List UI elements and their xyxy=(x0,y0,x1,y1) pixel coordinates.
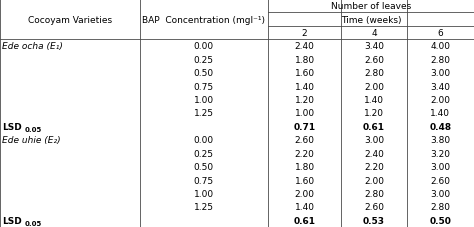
Text: 0.25: 0.25 xyxy=(194,56,214,64)
Text: 1.60: 1.60 xyxy=(294,176,315,185)
Text: 1.25: 1.25 xyxy=(194,109,214,118)
Text: 3.40: 3.40 xyxy=(364,42,384,51)
Text: LSD: LSD xyxy=(2,122,22,131)
Text: 0.50: 0.50 xyxy=(429,216,451,225)
Text: 0.61: 0.61 xyxy=(293,216,316,225)
Text: Ede ocha (E₁): Ede ocha (E₁) xyxy=(2,42,63,51)
Text: 3.00: 3.00 xyxy=(430,69,450,78)
Text: BAP  Concentration (mgl⁻¹): BAP Concentration (mgl⁻¹) xyxy=(142,15,265,25)
Text: 1.00: 1.00 xyxy=(194,96,214,105)
Text: 0.75: 0.75 xyxy=(194,82,214,91)
Text: 2.80: 2.80 xyxy=(430,56,450,64)
Text: 3.00: 3.00 xyxy=(364,136,384,145)
Text: 0.50: 0.50 xyxy=(194,163,214,171)
Text: 3.00: 3.00 xyxy=(430,163,450,171)
Text: 0.05: 0.05 xyxy=(25,220,42,226)
Text: 2: 2 xyxy=(302,29,307,38)
Text: 2.60: 2.60 xyxy=(364,202,384,212)
Text: 2.00: 2.00 xyxy=(364,176,384,185)
Text: 1.40: 1.40 xyxy=(294,202,315,212)
Text: 1.00: 1.00 xyxy=(294,109,315,118)
Text: 1.00: 1.00 xyxy=(194,189,214,198)
Text: 1.40: 1.40 xyxy=(294,82,315,91)
Text: 0.71: 0.71 xyxy=(293,122,316,131)
Text: 0.00: 0.00 xyxy=(194,136,214,145)
Text: 2.80: 2.80 xyxy=(364,189,384,198)
Text: 0.00: 0.00 xyxy=(194,42,214,51)
Text: Number of leaves: Number of leaves xyxy=(331,2,411,11)
Text: 0.75: 0.75 xyxy=(194,176,214,185)
Text: 6: 6 xyxy=(438,29,443,38)
Text: 0.48: 0.48 xyxy=(429,122,451,131)
Text: 1.20: 1.20 xyxy=(364,109,384,118)
Text: 3.40: 3.40 xyxy=(430,82,450,91)
Text: 2.60: 2.60 xyxy=(430,176,450,185)
Text: Cocoyam Varieties: Cocoyam Varieties xyxy=(28,15,112,25)
Text: 1.25: 1.25 xyxy=(194,202,214,212)
Text: 4: 4 xyxy=(371,29,377,38)
Text: 2.60: 2.60 xyxy=(364,56,384,64)
Text: 2.40: 2.40 xyxy=(295,42,314,51)
Text: 3.80: 3.80 xyxy=(430,136,450,145)
Text: 1.40: 1.40 xyxy=(364,96,384,105)
Text: 0.25: 0.25 xyxy=(194,149,214,158)
Text: 1.60: 1.60 xyxy=(294,69,315,78)
Text: LSD: LSD xyxy=(2,216,22,225)
Text: 3.20: 3.20 xyxy=(430,149,450,158)
Text: 2.80: 2.80 xyxy=(430,202,450,212)
Text: 1.80: 1.80 xyxy=(294,56,315,64)
Text: 2.00: 2.00 xyxy=(364,82,384,91)
Text: 2.20: 2.20 xyxy=(295,149,314,158)
Text: 2.40: 2.40 xyxy=(364,149,384,158)
Text: 2.80: 2.80 xyxy=(364,69,384,78)
Text: 0.50: 0.50 xyxy=(194,69,214,78)
Text: 0.61: 0.61 xyxy=(363,122,385,131)
Text: 0.53: 0.53 xyxy=(363,216,385,225)
Text: 4.00: 4.00 xyxy=(430,42,450,51)
Text: 1.80: 1.80 xyxy=(294,163,315,171)
Text: Ede uhie (E₂): Ede uhie (E₂) xyxy=(2,136,61,145)
Text: 2.20: 2.20 xyxy=(364,163,384,171)
Text: 0.05: 0.05 xyxy=(25,127,42,133)
Text: 1.20: 1.20 xyxy=(294,96,315,105)
Text: 2.00: 2.00 xyxy=(294,189,315,198)
Text: 1.40: 1.40 xyxy=(430,109,450,118)
Text: 2.00: 2.00 xyxy=(430,96,450,105)
Text: 3.00: 3.00 xyxy=(430,189,450,198)
Text: 2.60: 2.60 xyxy=(294,136,315,145)
Text: Time (weeks): Time (weeks) xyxy=(341,15,401,25)
